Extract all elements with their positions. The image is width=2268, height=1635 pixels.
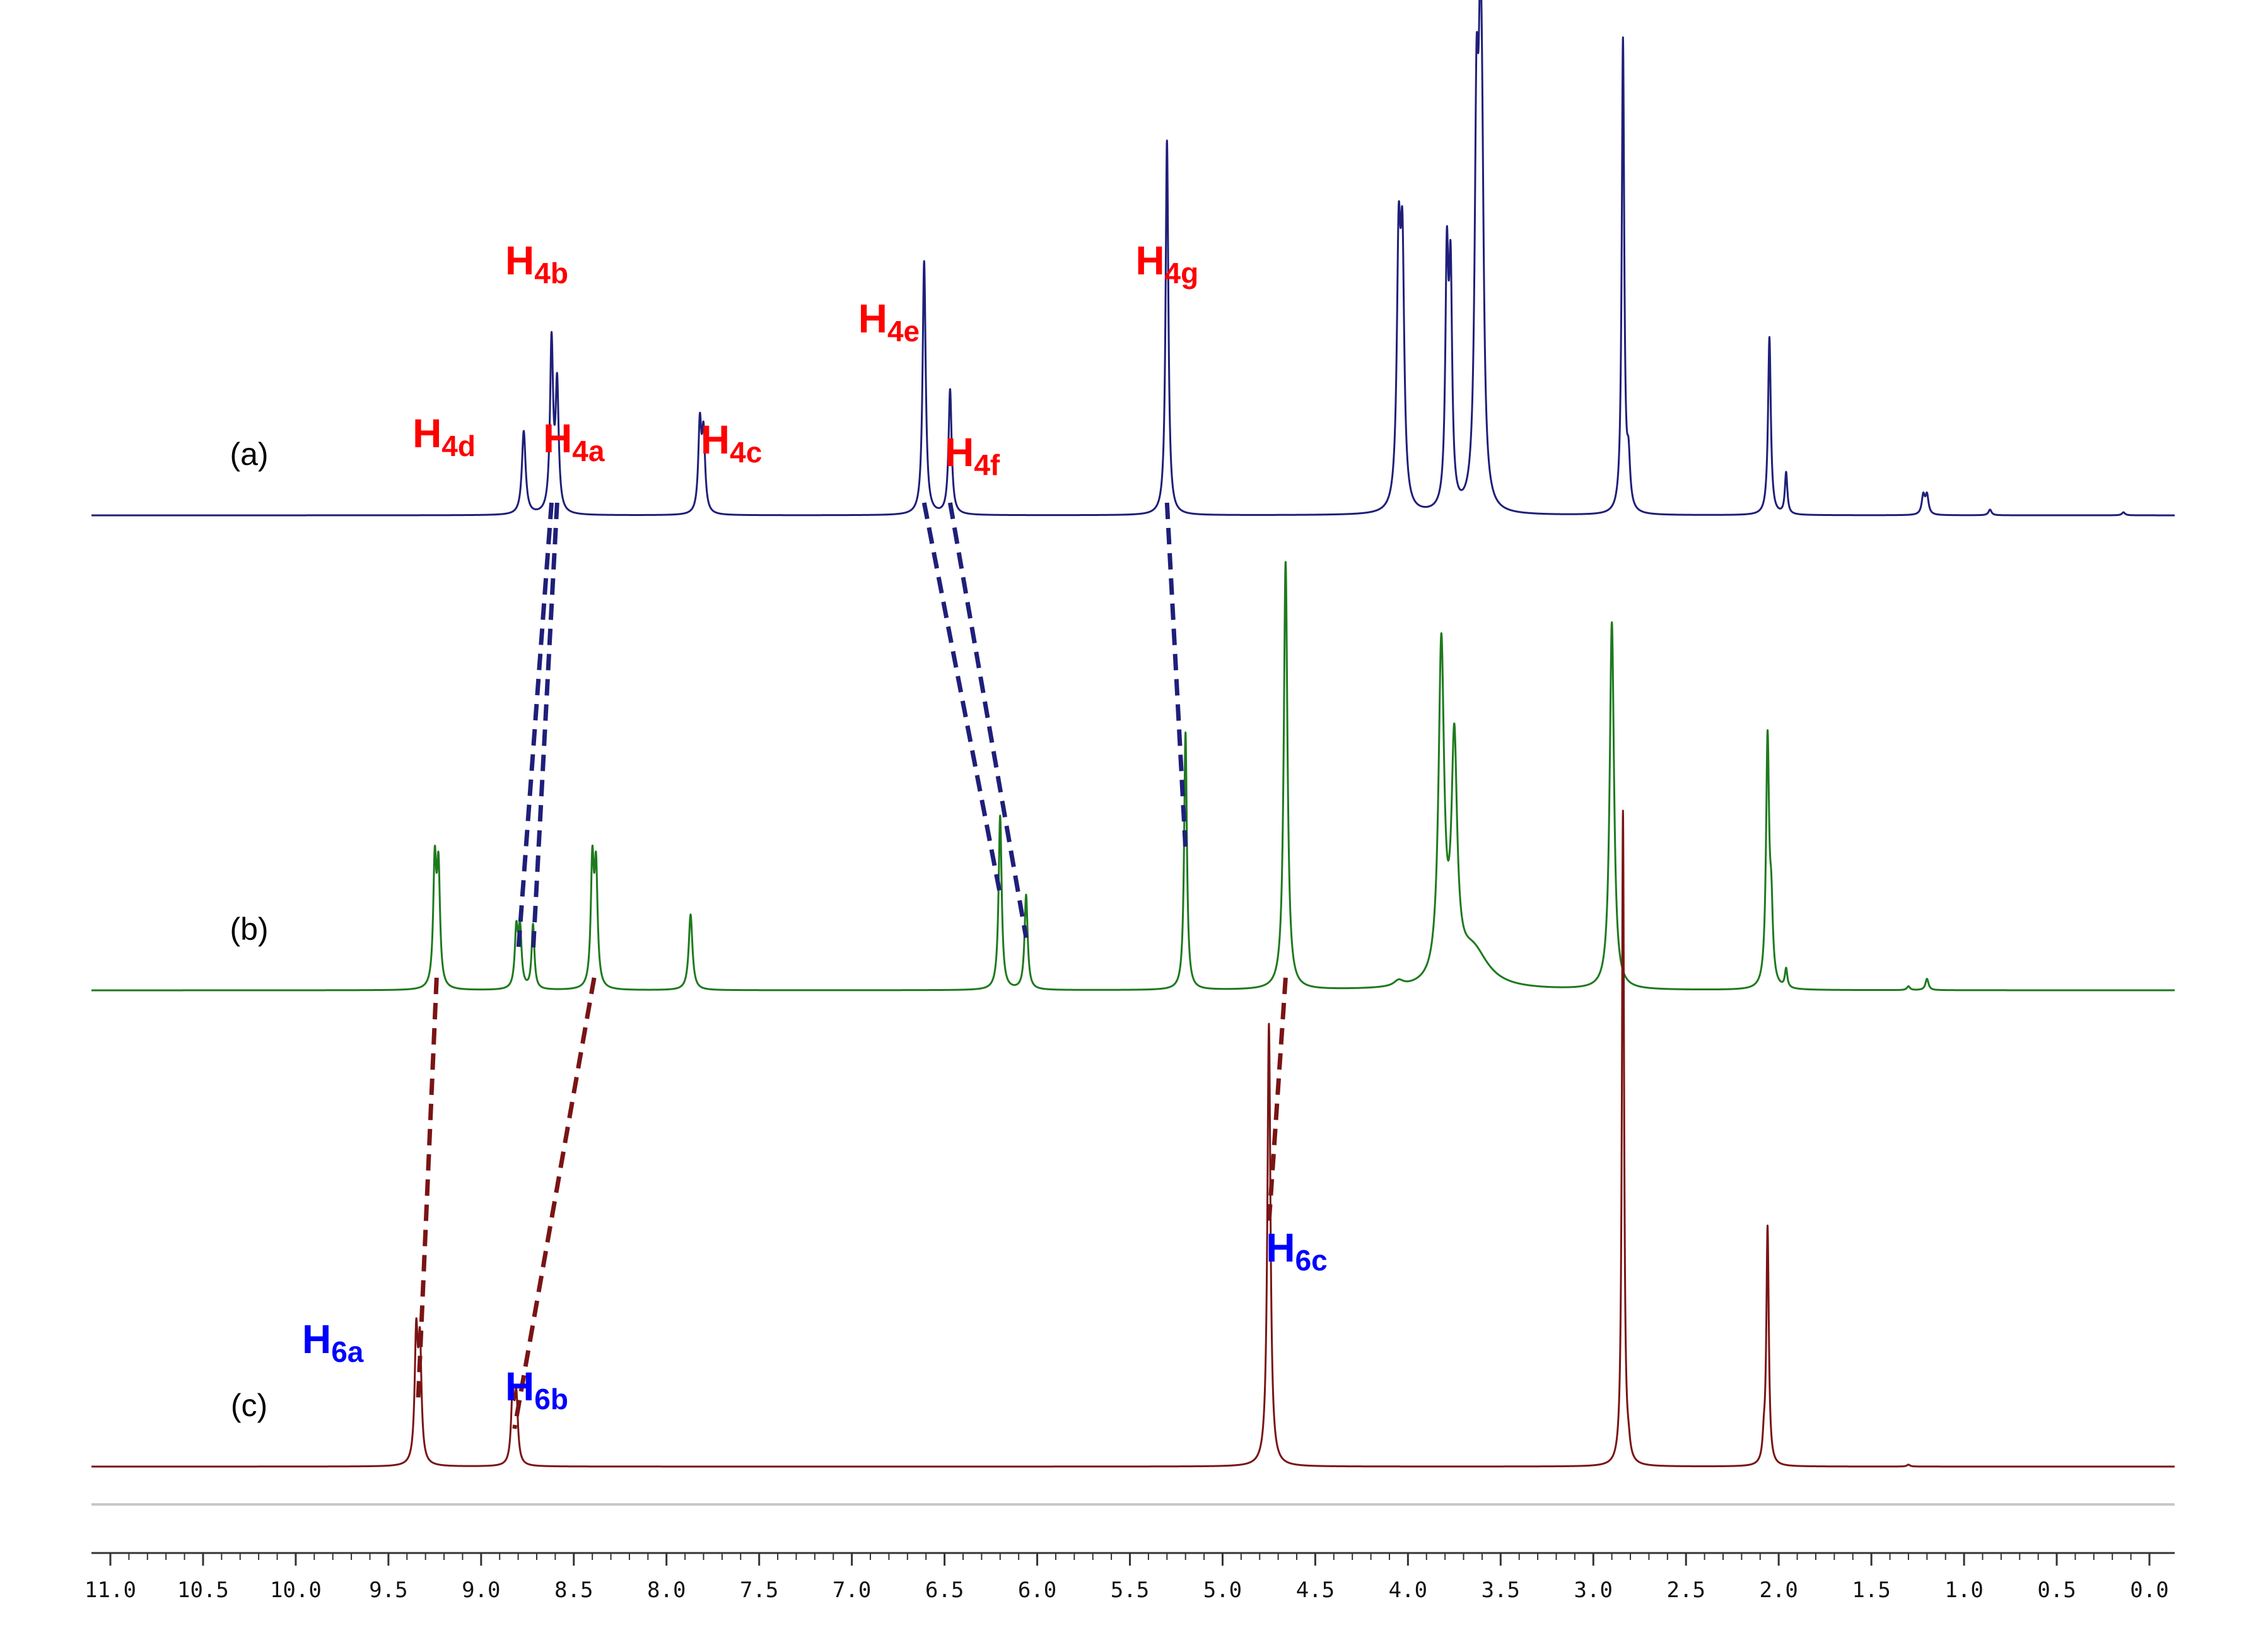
shift-connector-3 — [921, 502, 1003, 895]
peak-annotations: H4d H4b H4a H4c H4e H4f H4g H6a H6b H6c — [302, 238, 1328, 1415]
peak-label-h6b: H6b — [505, 1364, 568, 1415]
trace-label-a: (a) — [230, 437, 268, 472]
peak-label-h4g: H4g — [1135, 238, 1198, 290]
x-tick-label: 2.5 — [1667, 1578, 1705, 1603]
peak-label-h4d: H4d — [412, 411, 476, 462]
peak-shift-connectors — [416, 502, 1288, 1429]
x-tick-label: 6.0 — [1018, 1578, 1056, 1603]
peak-label-h4a: H4a — [543, 416, 605, 467]
peak-label-h6a: H6a — [302, 1316, 364, 1368]
x-tick-label: 11.0 — [85, 1578, 136, 1603]
x-tick-label: 5.0 — [1203, 1578, 1242, 1603]
shift-connector-6 — [416, 977, 439, 1402]
peak-label-h6c: H6c — [1266, 1225, 1327, 1277]
x-tick-label: 0.0 — [2130, 1578, 2168, 1603]
x-tick-label: 2.0 — [1759, 1578, 1797, 1603]
peak-label-h4b: H4b — [505, 238, 568, 290]
x-tick-label: 8.0 — [647, 1578, 686, 1603]
x-tick-label: 3.0 — [1574, 1578, 1613, 1603]
peak-label-h4e: H4e — [858, 296, 920, 348]
shift-connector-7 — [512, 977, 597, 1429]
x-tick-label: 6.5 — [925, 1578, 964, 1603]
shift-connector-4 — [947, 502, 1029, 939]
spectrum-line-b — [91, 561, 2175, 992]
x-axis: 11.0 10.5 10.0 9.5 9.0 8.5 8.0 7.5 7.0 6.5 6.0 5.5 5… — [85, 1552, 2175, 1603]
x-tick-label: 0.5 — [2037, 1578, 2076, 1603]
shift-connector-8 — [1266, 977, 1288, 1224]
shift-connector-5 — [1164, 502, 1188, 849]
x-tick-label: 9.5 — [369, 1578, 407, 1603]
x-tick-label: 9.0 — [462, 1578, 500, 1603]
trace-labels: (a) (b) (c) — [230, 437, 268, 1423]
trace-label-b: (b) — [230, 911, 268, 947]
x-tick-label: 3.5 — [1482, 1578, 1520, 1603]
x-tick-label: 1.5 — [1852, 1578, 1890, 1603]
spectrum-line-c — [91, 809, 2175, 1468]
x-tick-label: 8.5 — [554, 1578, 593, 1603]
x-tick-label: 4.0 — [1389, 1578, 1427, 1603]
spectrum-line-a — [91, 0, 2175, 517]
x-tick-label: 1.0 — [1944, 1578, 1983, 1603]
shift-connector-2 — [530, 502, 559, 953]
x-tick-label: 10.0 — [270, 1578, 322, 1603]
peak-label-h4f: H4f — [945, 430, 1000, 481]
spectrum-traces — [91, 0, 2175, 1468]
peak-label-h4c: H4c — [701, 417, 762, 469]
x-tick-label: 5.5 — [1111, 1578, 1149, 1603]
x-tick-label: 7.5 — [740, 1578, 778, 1603]
x-tick-label: 7.0 — [833, 1578, 871, 1603]
x-tick-label: 4.5 — [1296, 1578, 1335, 1603]
trace-label-c: (c) — [231, 1388, 267, 1423]
x-tick-label: 10.5 — [177, 1578, 229, 1603]
